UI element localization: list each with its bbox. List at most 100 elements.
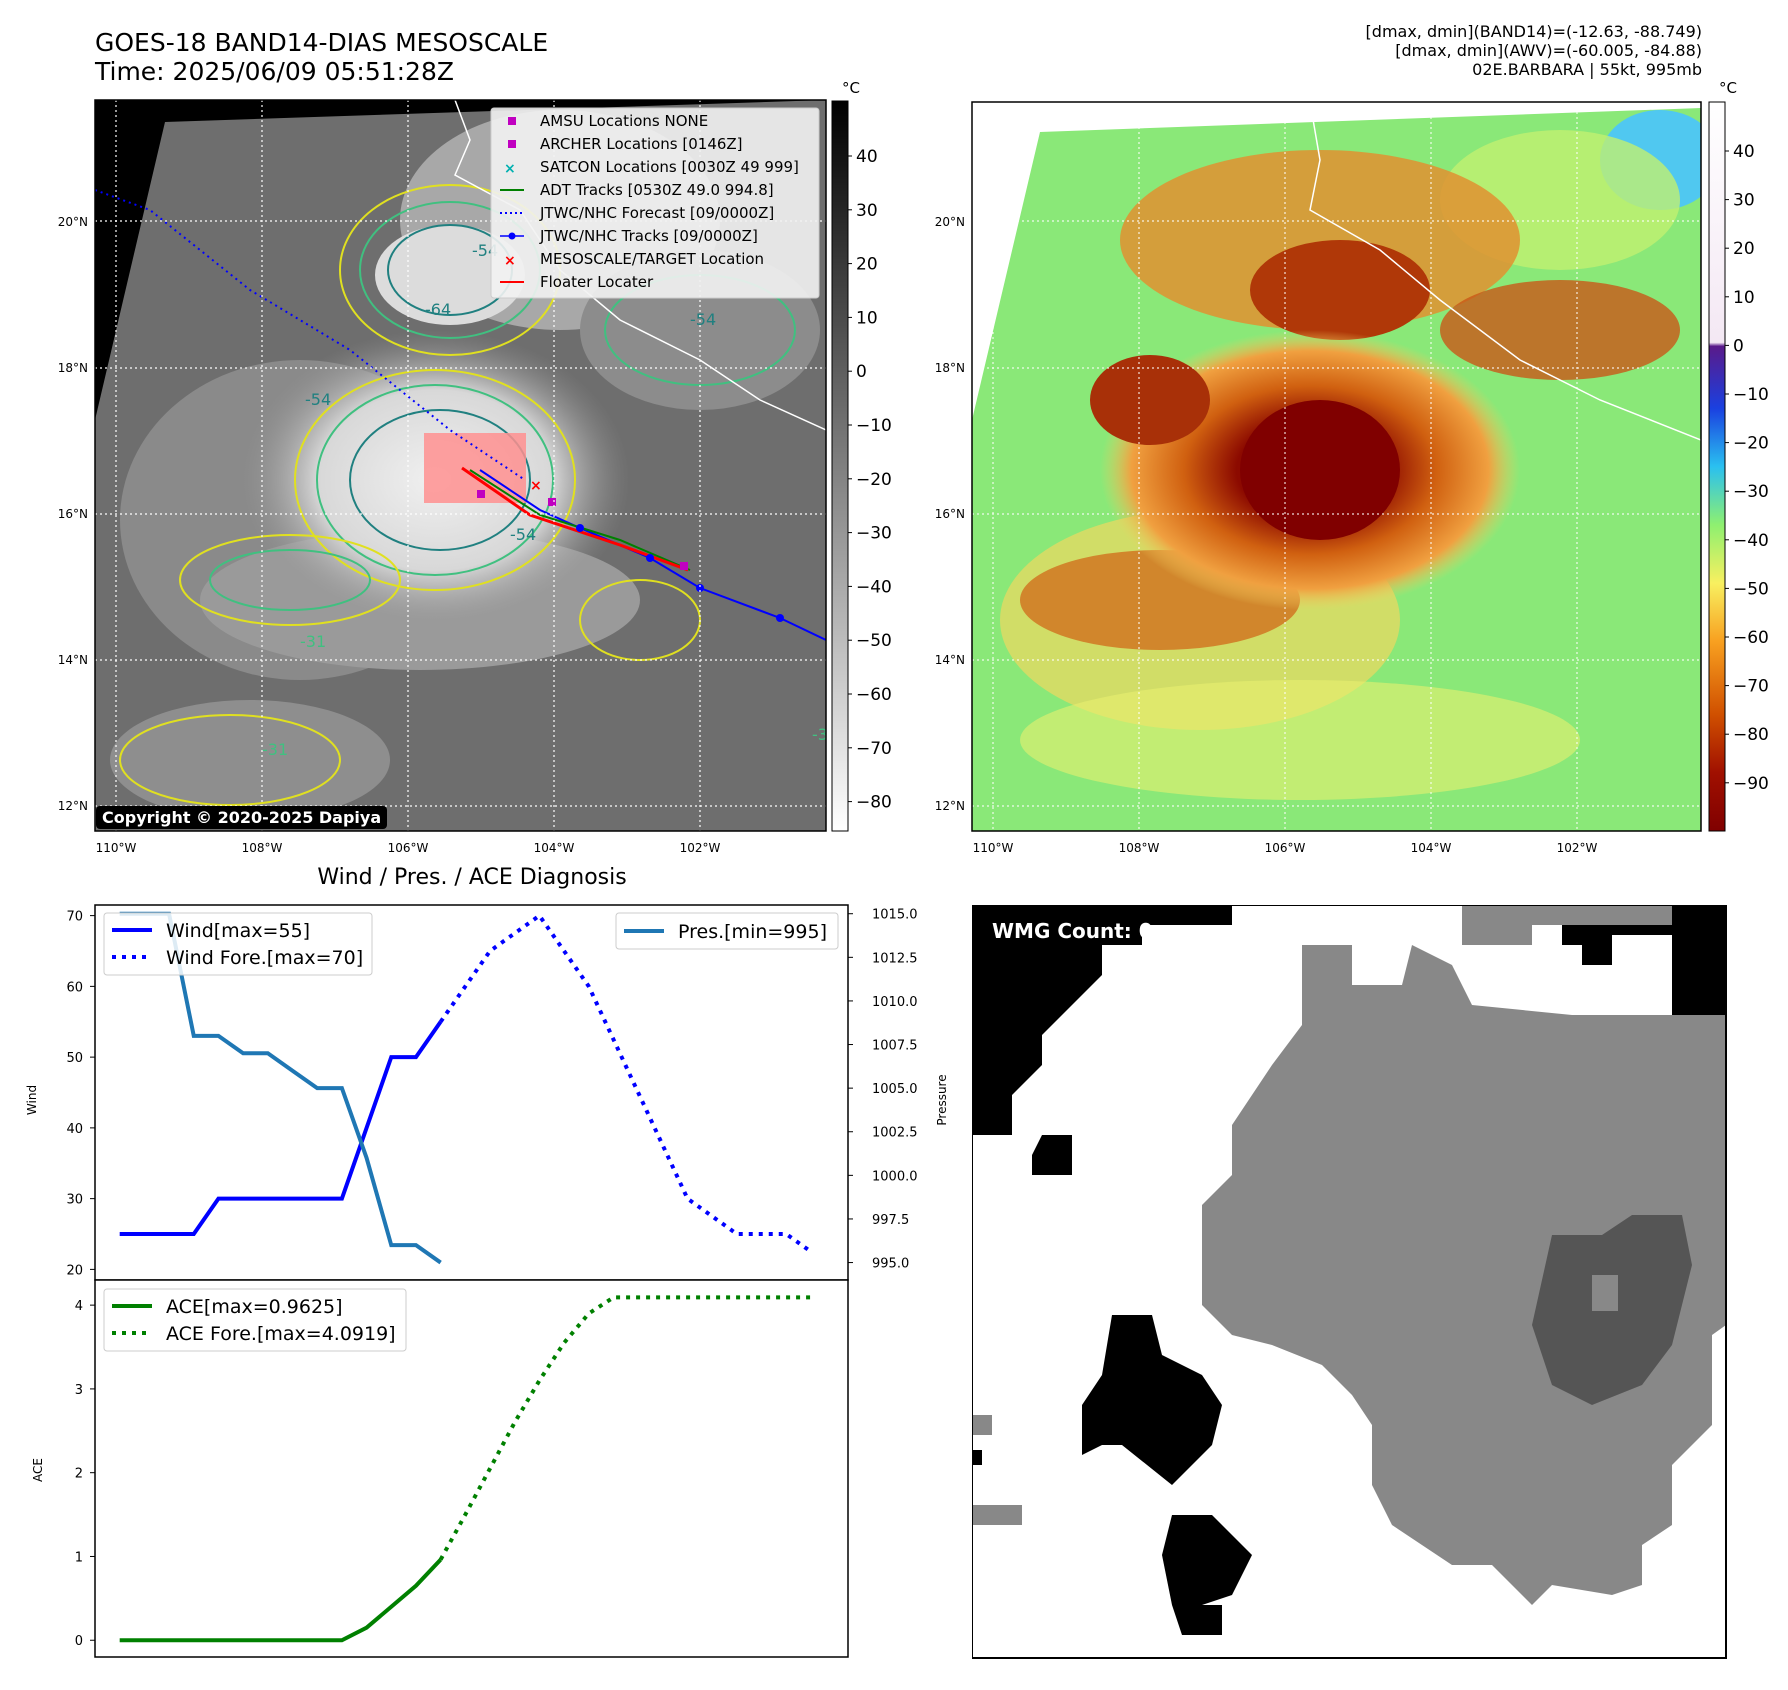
legend-pressure: Pres.[min=995] [678, 921, 827, 943]
lon-label: 108°W [1119, 841, 1160, 855]
ace-forecast-line [438, 1295, 811, 1561]
legend-target: MESOSCALE/TARGET Location [540, 250, 764, 268]
map-legend: × × AMSU Locations NONE ARCHER Locations… [490, 107, 820, 299]
legend-wind: Wind[max=55] [166, 920, 310, 942]
pressure-tick: 1005.0 [872, 1082, 918, 1097]
pressure-tick: 1010.0 [872, 995, 918, 1010]
legend-floater: Floater Locater [540, 273, 654, 291]
floater-track [461, 466, 689, 572]
wind-tick: 20 [66, 1263, 83, 1278]
left-map-axis-labels: 20°N 18°N 16°N 14°N 12°N 110°W 108°W 106… [58, 215, 721, 855]
pressure-tick: 1007.5 [872, 1039, 918, 1054]
ace-axis-label: ACE [31, 1458, 45, 1482]
colorbar-tick: 20 [856, 255, 878, 275]
legend-wind-forecast: Wind Fore.[max=70] [166, 947, 363, 969]
colorbar-tick: −90 [1733, 774, 1769, 794]
colorbar-tick: 10 [856, 308, 878, 328]
wind-legend: Wind[max=55] Wind Fore.[max=70] [103, 912, 373, 976]
wind-tick: 70 [66, 910, 83, 925]
floater-locater-box [424, 433, 526, 503]
lon-label: 104°W [534, 841, 575, 855]
colorbar-tick: 10 [1733, 288, 1755, 308]
wind-axis-label: Wind [25, 1085, 39, 1115]
wind-tick: 40 [66, 1122, 83, 1137]
ace-tick: 1 [75, 1550, 83, 1565]
legend-ace-forecast: ACE Fore.[max=4.0919] [166, 1323, 396, 1345]
title-line2: Time: 2025/06/09 05:51:28Z [95, 57, 454, 86]
colorbar-tick: 0 [1733, 336, 1744, 356]
colorbar-tick: 40 [1733, 142, 1755, 162]
legend-amsu: AMSU Locations NONE [540, 112, 708, 130]
colorbar-tick: −80 [1733, 725, 1769, 745]
lon-label: 106°W [388, 841, 429, 855]
wmg-panel: WMG Count: 0 [972, 905, 1727, 1659]
colorbar-unit: °C [842, 79, 860, 97]
colorbar-tick: −50 [856, 631, 892, 651]
pressure-tick: 1002.5 [872, 1126, 918, 1141]
svg-text:×: × [504, 161, 516, 177]
lon-label: 110°W [973, 841, 1014, 855]
colorbar-tick: −20 [1733, 434, 1769, 454]
contour-label: -54 [510, 525, 536, 544]
contour-label: -54 [690, 310, 716, 329]
legend-archer: ARCHER Locations [0146Z] [540, 135, 743, 153]
lon-label: 102°W [680, 841, 721, 855]
contour-label: -31 [812, 725, 838, 744]
ace-legend: ACE[max=0.9625] ACE Fore.[max=4.0919] [103, 1288, 407, 1352]
colorbar-tick: −70 [1733, 677, 1769, 697]
legend-ace: ACE[max=0.9625] [166, 1296, 343, 1318]
colorbar-tick: −60 [1733, 628, 1769, 648]
pressure-tick: 1000.0 [872, 1169, 918, 1184]
wind-forecast-line [438, 912, 813, 1254]
contour-label: -64 [425, 300, 451, 319]
colorbar-tick: 20 [1733, 239, 1755, 259]
lat-label: 12°N [935, 799, 965, 813]
lon-label: 108°W [242, 841, 283, 855]
lat-label: 18°N [935, 361, 965, 375]
colorbar-tick: −30 [1733, 482, 1769, 502]
ace-tick: 2 [75, 1467, 83, 1482]
wmg-black-region [1082, 1315, 1222, 1485]
wind-tick: 30 [66, 1193, 83, 1208]
lon-label: 102°W [1557, 841, 1598, 855]
lon-label: 104°W [1411, 841, 1452, 855]
pressure-tick: 1015.0 [872, 908, 918, 923]
lat-label: 16°N [58, 507, 88, 521]
contour-label: -54 [305, 390, 331, 409]
colorbar-tick: −30 [856, 524, 892, 544]
wmg-gray-region [1202, 945, 1726, 1605]
colorbar-tick: −60 [856, 685, 892, 705]
lat-label: 16°N [935, 507, 965, 521]
contour-label: -31 [262, 740, 288, 759]
wind-tick: 60 [66, 980, 83, 995]
ace-tick: 4 [75, 1299, 83, 1314]
colorbar-unit: °C [1719, 79, 1737, 97]
ace-tick: 0 [75, 1634, 83, 1649]
legend-tracks: JTWC/NHC Tracks [09/0000Z] [539, 227, 758, 245]
colorbar-tick: 30 [1733, 191, 1755, 211]
lat-label: 20°N [935, 215, 965, 229]
wind-tick: 50 [66, 1051, 83, 1066]
lat-label: 12°N [58, 799, 88, 813]
lat-label: 20°N [58, 215, 88, 229]
contour-label: -31 [300, 632, 326, 651]
lat-label: 18°N [58, 361, 88, 375]
info-line3: 02E.BARBARA | 55kt, 995mb [1472, 60, 1702, 79]
pressure-axis-label: Pressure [935, 1074, 949, 1125]
lat-label: 14°N [58, 653, 88, 667]
colorbar-tick: −20 [856, 470, 892, 490]
right-map-axis-labels: 20°N 18°N 16°N 14°N 12°N 110°W 108°W 106… [935, 215, 1598, 855]
lat-label: 14°N [935, 653, 965, 667]
colorbar-tick: 40 [856, 147, 878, 167]
figure-title: GOES-18 BAND14-DIAS MESOSCALE Time: 2025… [95, 28, 548, 86]
info-block: [dmax, dmin](BAND14)=(-12.63, -88.749) [… [1366, 22, 1702, 79]
colorbar-tick: −10 [1733, 385, 1769, 405]
wmg-count-label: WMG Count: 0 [992, 919, 1153, 943]
map-panels: × -54 -64 -54 -54 -31 -31 -31 -54 [58, 79, 1769, 855]
lon-label: 110°W [96, 841, 137, 855]
archer-marker [477, 490, 485, 498]
target-marker: × [530, 478, 542, 494]
colorbar-tick: 30 [856, 201, 878, 221]
diagnosis-charts: Wind / Pres. / ACE Diagnosis 20304050607… [25, 865, 949, 1658]
ir-color-map [972, 102, 1701, 831]
